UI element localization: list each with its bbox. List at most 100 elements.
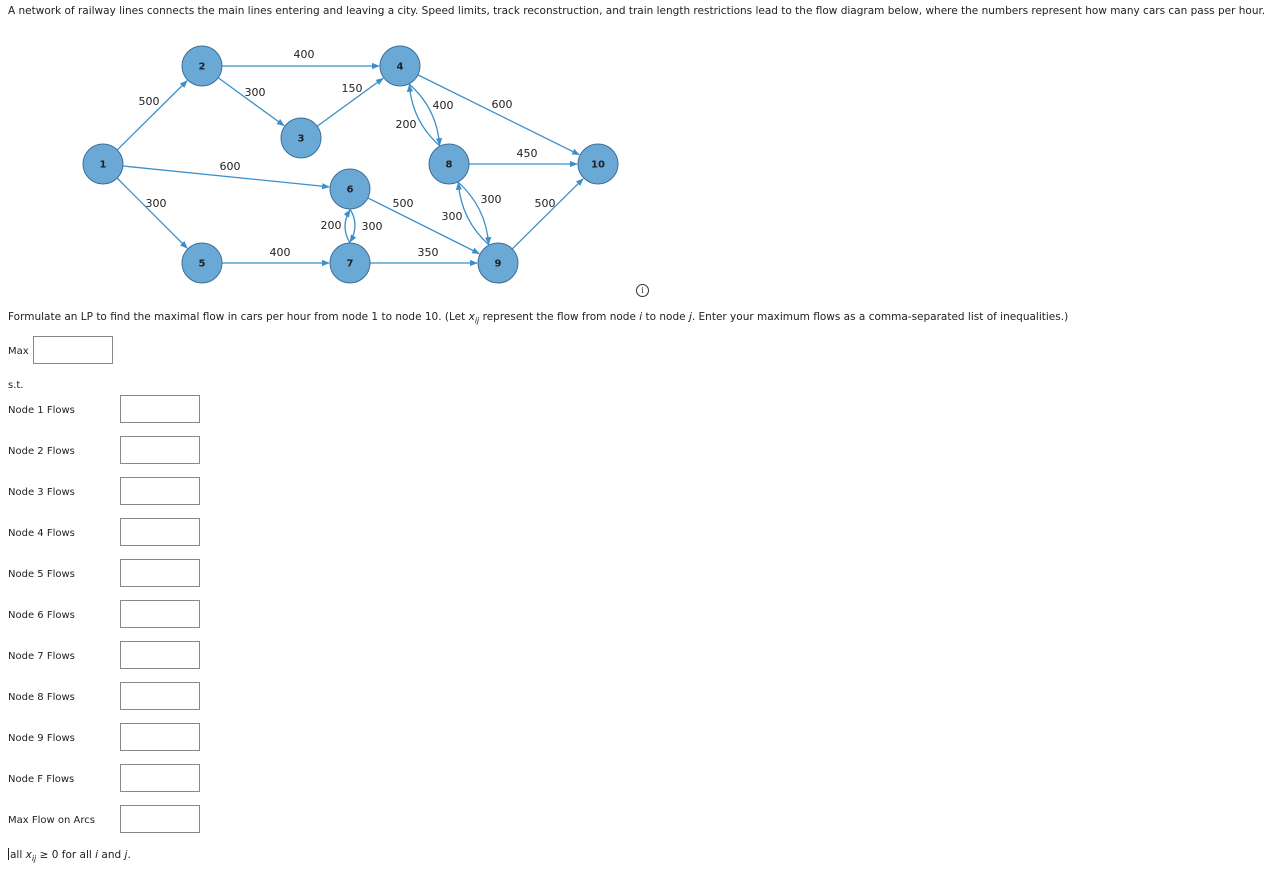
constraint-input[interactable]: [121, 601, 199, 627]
constraint-input[interactable]: [121, 724, 199, 750]
node-label: 1: [100, 160, 107, 171]
max-objective-field[interactable]: [33, 336, 113, 364]
problem-intro: A network of railway lines connects the …: [8, 5, 1266, 17]
node-5: 5: [181, 242, 223, 284]
constraint-input[interactable]: [121, 478, 199, 504]
constraint-input[interactable]: [121, 437, 199, 463]
capacity-label-3-4: 150: [342, 82, 363, 95]
edge-7-to-6: [343, 209, 351, 244]
capacity-label-8-10: 450: [517, 147, 538, 160]
capacity-label-5-7: 400: [270, 246, 291, 259]
edge-1-to-5: [116, 177, 188, 249]
node-2: 2: [181, 45, 223, 87]
capacity-label-9-8: 300: [442, 210, 463, 223]
edge-4-to-8: [408, 83, 443, 146]
constraint-field[interactable]: [120, 436, 200, 464]
edge-8-to-9: [457, 181, 492, 245]
nonnegativity-note: all xij ≥ 0 for all i and j.: [8, 848, 131, 863]
capacity-label-6-9: 500: [393, 197, 414, 210]
edge-1-to-2: [116, 80, 188, 151]
node-label: 3: [298, 134, 305, 145]
node-circle: [329, 168, 371, 210]
node-circle: [379, 45, 421, 87]
node-label: 2: [199, 62, 206, 73]
constraint-label: Node 9 Flows: [8, 733, 75, 744]
constraint-field[interactable]: [120, 805, 200, 833]
capacity-label-8-9: 300: [481, 193, 502, 206]
constraint-label: Node 4 Flows: [8, 528, 75, 539]
question-text: Formulate an LP to find the maximal flow…: [8, 311, 1069, 325]
constraint-label: Node 5 Flows: [8, 569, 75, 580]
capacity-label-4-10: 600: [492, 98, 513, 111]
constraint-input[interactable]: [121, 396, 199, 422]
text-cursor: [8, 848, 9, 860]
node-4: 4: [379, 45, 421, 87]
edge-6-to-9: [367, 197, 480, 255]
node-label: 6: [347, 185, 354, 196]
capacity-label-9-10: 500: [535, 197, 556, 210]
constraint-field[interactable]: [120, 518, 200, 546]
node-3: 3: [280, 117, 322, 159]
node-label: 5: [199, 259, 206, 270]
node-circle: [329, 242, 371, 284]
constraint-input[interactable]: [121, 765, 199, 791]
constraint-label: Node F Flows: [8, 774, 75, 785]
edge-1-to-6: [122, 165, 330, 190]
constraint-input[interactable]: [121, 560, 199, 586]
edge-9-to-10: [511, 178, 584, 250]
constraint-field[interactable]: [120, 723, 200, 751]
constraint-label: Node 8 Flows: [8, 692, 75, 703]
node-1: 1: [82, 143, 124, 185]
node-6: 6: [329, 168, 371, 210]
constraint-input[interactable]: [121, 519, 199, 545]
capacity-label-1-6: 600: [220, 160, 241, 173]
constraint-field[interactable]: [120, 682, 200, 710]
constraint-field[interactable]: [120, 477, 200, 505]
constraint-field[interactable]: [120, 395, 200, 423]
edge-3-to-4: [316, 77, 384, 127]
node-label: 7: [347, 259, 354, 270]
edge-6-to-7: [349, 208, 357, 243]
constraint-label: Node 2 Flows: [8, 446, 75, 457]
constraint-field[interactable]: [120, 600, 200, 628]
node-circle: [181, 45, 223, 87]
capacity-label-7-6: 200: [321, 219, 342, 232]
capacity-label-2-3: 300: [245, 86, 266, 99]
constraint-input[interactable]: [121, 642, 199, 668]
constraint-label: Node 1 Flows: [8, 405, 75, 416]
info-icon[interactable]: i: [636, 284, 649, 297]
constraint-input[interactable]: [121, 683, 199, 709]
node-circle: [577, 143, 619, 185]
node-circle: [181, 242, 223, 284]
node-circle: [82, 143, 124, 185]
edge-9-to-8: [455, 182, 490, 246]
constraint-label: Node 6 Flows: [8, 610, 75, 621]
node-label: 10: [591, 160, 605, 171]
edge-2-to-3: [217, 77, 285, 127]
constraint-label: Node 3 Flows: [8, 487, 75, 498]
constraint-label: Max Flow on Arcs: [8, 815, 95, 826]
node-7: 7: [329, 242, 371, 284]
node-circle: [280, 117, 322, 159]
edge-4-to-10: [417, 74, 580, 156]
node-label: 9: [495, 259, 502, 270]
constraint-input[interactable]: [121, 806, 199, 832]
max-label: Max: [8, 346, 29, 357]
max-objective-input[interactable]: [34, 337, 112, 363]
railway-network-diagram: 500 300 600 400 300 150 400 200 600 400 300 200 500 3…: [82, 45, 619, 284]
node-8: 8: [428, 143, 470, 185]
edge-8-to-4: [406, 84, 441, 147]
constraint-field[interactable]: [120, 559, 200, 587]
capacity-label-1-2: 500: [139, 95, 160, 108]
capacity-label-2-4: 400: [294, 48, 315, 61]
node-circle: [477, 242, 519, 284]
node-10: 10: [577, 143, 619, 185]
node-label: 8: [446, 160, 453, 171]
capacity-label-4-8: 400: [433, 99, 454, 112]
constraint-field[interactable]: [120, 641, 200, 669]
constraint-field[interactable]: [120, 764, 200, 792]
capacity-label-7-9: 350: [418, 246, 439, 259]
constraint-label: Node 7 Flows: [8, 651, 75, 662]
capacity-label-6-7: 300: [362, 220, 383, 233]
node-9: 9: [477, 242, 519, 284]
